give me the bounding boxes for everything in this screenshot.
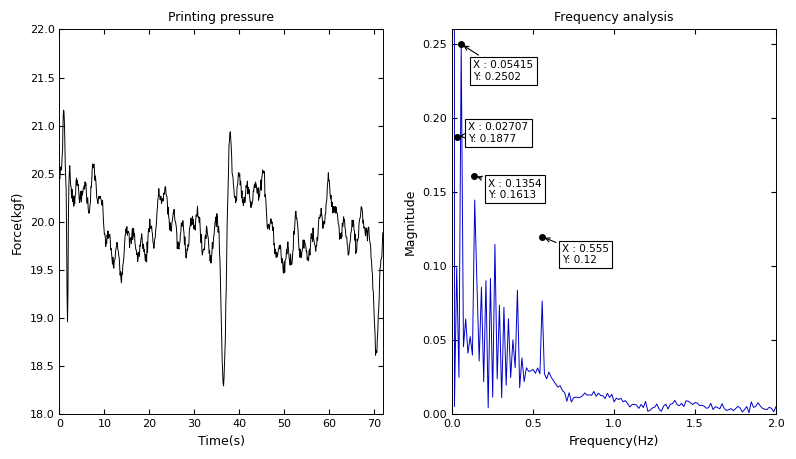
Text: X : 0.02707
Y: 0.1877: X : 0.02707 Y: 0.1877 bbox=[461, 122, 529, 144]
Text: X : 0.05415
Y: 0.2502: X : 0.05415 Y: 0.2502 bbox=[464, 46, 533, 82]
Text: X : 0.555
Y: 0.12: X : 0.555 Y: 0.12 bbox=[546, 238, 609, 265]
Y-axis label: Force(kgf): Force(kgf) bbox=[11, 190, 24, 254]
Title: Frequency analysis: Frequency analysis bbox=[554, 11, 674, 24]
X-axis label: Frequency(Hz): Frequency(Hz) bbox=[569, 435, 659, 448]
Y-axis label: Magnitude: Magnitude bbox=[404, 189, 417, 255]
Title: Printing pressure: Printing pressure bbox=[168, 11, 275, 24]
Text: X : 0.1354
Y: 0.1613: X : 0.1354 Y: 0.1613 bbox=[478, 176, 541, 200]
X-axis label: Time(s): Time(s) bbox=[197, 435, 245, 448]
